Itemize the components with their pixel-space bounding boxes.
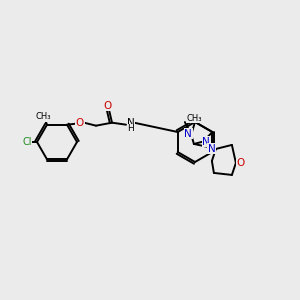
Text: H: H bbox=[128, 124, 134, 133]
Text: N: N bbox=[127, 118, 135, 128]
Text: N: N bbox=[202, 136, 210, 146]
Text: N: N bbox=[184, 128, 192, 139]
Text: O: O bbox=[103, 101, 111, 111]
Text: N: N bbox=[208, 144, 216, 154]
Text: O: O bbox=[76, 118, 84, 128]
Text: O: O bbox=[237, 158, 245, 168]
Text: CH₃: CH₃ bbox=[187, 114, 203, 123]
Text: Cl: Cl bbox=[22, 137, 32, 147]
Text: CH₃: CH₃ bbox=[35, 112, 51, 121]
